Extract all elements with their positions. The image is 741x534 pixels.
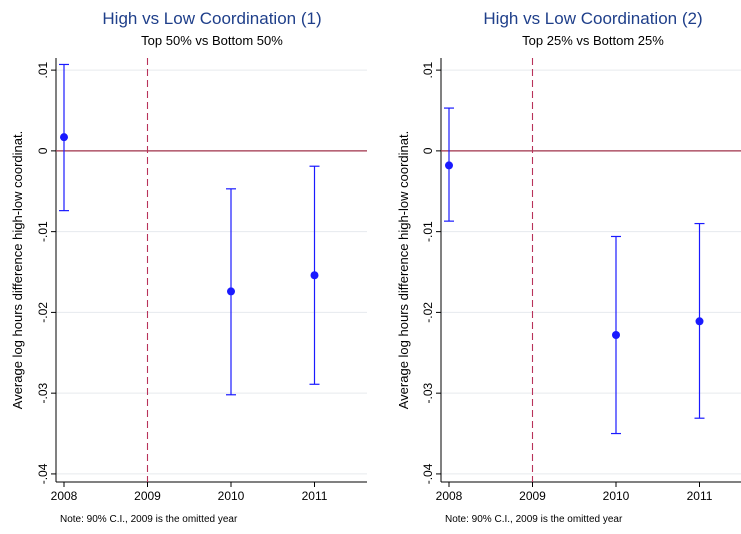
chart-subtitle: Top 50% vs Bottom 50% [141, 33, 283, 48]
chart-note: Note: 90% C.I., 2009 is the omitted year [445, 514, 623, 525]
chart-subtitle: Top 25% vs Bottom 25% [522, 33, 664, 48]
y-tick-label: 0 [36, 147, 50, 154]
data-point [445, 161, 453, 170]
chart-title: High vs Low Coordination (2) [483, 9, 702, 28]
y-tick-label: -.02 [36, 302, 50, 323]
y-axis-label: Average log hours difference high-low co… [10, 131, 25, 409]
x-tick-label: 2011 [687, 489, 713, 503]
chart-title: High vs Low Coordination (1) [102, 9, 321, 28]
x-tick-label: 2010 [603, 489, 630, 503]
y-tick-label: -.03 [36, 383, 50, 404]
y-tick-label: -.04 [421, 463, 435, 484]
y-tick-label: -.03 [421, 383, 435, 404]
x-tick-label: 2010 [218, 489, 245, 503]
data-point [60, 133, 68, 142]
x-tick-label: 2009 [134, 489, 161, 503]
y-tick-label: .01 [421, 61, 435, 78]
x-tick-label: 2008 [436, 489, 463, 503]
y-tick-label: -.01 [36, 221, 50, 242]
x-tick-label: 2011 [302, 489, 328, 503]
data-point [612, 331, 620, 340]
y-tick-label: 0 [421, 147, 435, 154]
data-point [695, 317, 704, 326]
y-axis-label: Average log hours difference high-low co… [396, 131, 411, 409]
data-point [310, 271, 319, 280]
x-tick-label: 2009 [519, 489, 546, 503]
y-tick-label: -.01 [421, 221, 435, 242]
y-tick-label: .01 [36, 61, 50, 78]
y-tick-label: -.04 [36, 463, 50, 484]
x-tick-label: 2008 [51, 489, 78, 503]
y-tick-label: -.02 [421, 302, 435, 323]
chart-note: Note: 90% C.I., 2009 is the omitted year [60, 514, 238, 525]
data-point [227, 287, 235, 296]
